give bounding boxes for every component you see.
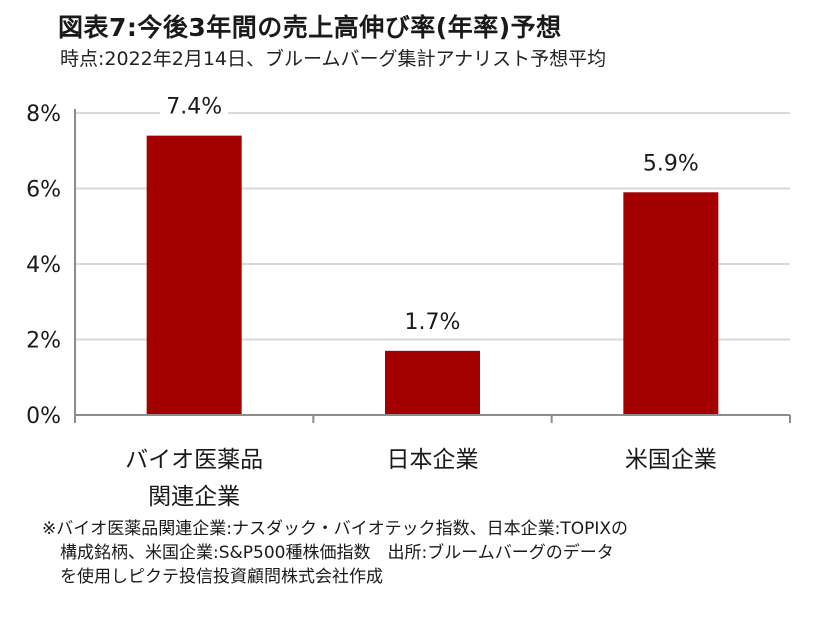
category-label-2-0: 米国企業 — [625, 447, 717, 473]
footnote: ※バイオ医薬品関連企業:ナスダック・バイオテック指数、日本企業:TOPIXの 構… — [42, 517, 832, 589]
footnote-line-1: ※バイオ医薬品関連企業:ナスダック・バイオテック指数、日本企業:TOPIXの — [42, 519, 629, 539]
y-tick-label-2: 2% — [26, 329, 61, 354]
y-tick-label-8: 8% — [26, 102, 61, 127]
data-label-bg-0 — [160, 89, 229, 122]
y-tick-label-0: 0% — [26, 404, 61, 429]
category-label-1-0: 日本企業 — [387, 447, 479, 473]
footnote-line-3: を使用しピクテ投信投資顧問株式会社作成 — [60, 567, 383, 587]
data-label-1: 1.7% — [405, 310, 461, 335]
bar-2 — [623, 192, 719, 415]
category-label-0-0: バイオ医薬品 — [125, 447, 263, 473]
data-label-bg-2 — [636, 146, 705, 179]
y-tick-label-6: 6% — [26, 178, 61, 203]
bar-0 — [146, 135, 242, 415]
data-label-2: 5.9% — [643, 151, 699, 176]
chart-title: 図表7:今後3年間の売上高伸び率(年率)予想 — [58, 13, 562, 42]
footnote-line-2: 構成銘柄、米国企業:S&P500種株価指数 出所:ブルームバーグのデータ — [60, 543, 614, 563]
chart-subtitle: 時点:2022年2月14日、ブルームバーグ集計アナリスト予想平均 — [60, 48, 607, 70]
data-label-0: 7.4% — [166, 95, 222, 120]
bar-1 — [385, 350, 480, 415]
data-label-bg-1 — [398, 304, 467, 337]
bar-chart: 0% 2% 4% 6% 8% 7.4% バイオ医薬品関連企業 1.7% 日本企業 5.9% 米国企業 — [26, 89, 791, 510]
y-tick-label-4: 4% — [26, 253, 61, 278]
category-label-0-1: 関連企業 — [148, 484, 240, 510]
